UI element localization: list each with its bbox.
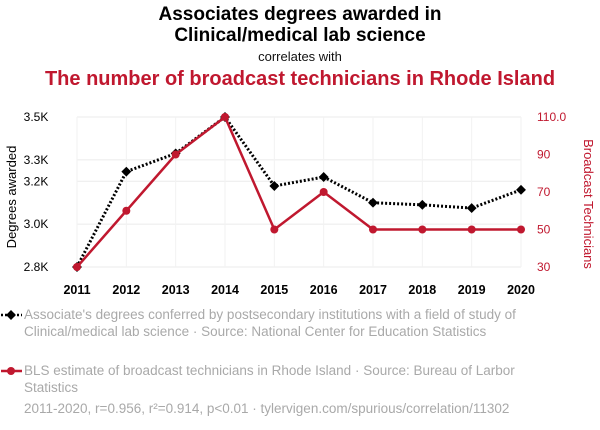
- data-point-technicians: [270, 225, 279, 234]
- title-line-2: Clinical/medical lab science: [174, 25, 426, 46]
- data-point-technicians: [369, 225, 377, 234]
- x-tick-label: 2012: [112, 283, 140, 297]
- chart-subtitle: correlates with: [258, 49, 342, 64]
- data-point-technicians: [467, 225, 476, 234]
- data-point-degrees: [516, 184, 526, 195]
- data-point-technicians: [73, 263, 81, 271]
- x-tick-label: 2013: [162, 283, 190, 297]
- y-left-tick-label: 3.0K: [24, 217, 49, 231]
- y-right-tick-label: 70: [537, 185, 551, 199]
- footer-note: 2011-2020, r=0.956, r²=0.914, p<0.01 · t…: [24, 401, 510, 416]
- series-line-technicians: [76, 115, 521, 268]
- data-point-technicians: [517, 225, 525, 234]
- data-point-degrees: [466, 203, 477, 214]
- x-tick-label: 2018: [408, 283, 436, 297]
- data-point-technicians: [221, 113, 229, 121]
- chart-title: Associates degrees awarded in Clinical/m…: [0, 4, 600, 46]
- x-tick-label: 2019: [458, 283, 486, 297]
- legend-marker-technicians: [1, 367, 22, 375]
- y-left-axis-label: Degrees awarded: [4, 146, 19, 249]
- y-right-tick-label: 30: [537, 260, 551, 274]
- data-point-technicians: [319, 188, 328, 196]
- x-tick-label: 2011: [63, 283, 90, 297]
- data-point-degrees: [368, 197, 378, 208]
- chart-title-secondary: The number of broadcast technicians in R…: [44, 68, 556, 90]
- legend-label-technicians: BLS estimate of broadcast technicians in…: [24, 363, 515, 395]
- y-right-tick-label: 50: [537, 223, 551, 237]
- series-line-degrees: [75, 115, 522, 268]
- data-point-technicians: [171, 150, 180, 159]
- x-tick-label: 2015: [260, 283, 288, 297]
- line-chart: 2.8K 3.0K 3.2K 3.3K 3.5K 30 50 70 90 110.0 2011 201…: [4, 110, 596, 297]
- data-point-degrees: [121, 166, 132, 177]
- y-left-tick-label: 3.2K: [24, 174, 49, 188]
- x-tick-label: 2016: [310, 283, 338, 297]
- y-left-tick-label: 3.5K: [24, 110, 49, 124]
- data-point-degrees: [269, 181, 280, 191]
- title-line-1: Associates degrees awarded in: [158, 4, 442, 25]
- x-tick-label: 2017: [359, 283, 387, 297]
- legend-label-degrees: Associate's degrees conferred by postsec…: [24, 307, 516, 339]
- x-tick-label: 2020: [507, 283, 535, 297]
- y-left-tick-label: 2.8K: [24, 260, 49, 274]
- y-right-tick-label: 110.0: [537, 110, 566, 124]
- data-point-technicians: [122, 206, 131, 215]
- x-tick-label: 2014: [211, 283, 239, 297]
- data-point-degrees: [417, 199, 428, 210]
- y-right-axis-label: Broadcast Technicians: [581, 139, 596, 269]
- data-point-technicians: [418, 225, 427, 234]
- legend-marker-degrees: [1, 310, 22, 320]
- y-right-tick-label: 90: [537, 148, 551, 162]
- data-point-degrees: [318, 172, 329, 182]
- y-left-tick-label: 3.3K: [24, 153, 49, 167]
